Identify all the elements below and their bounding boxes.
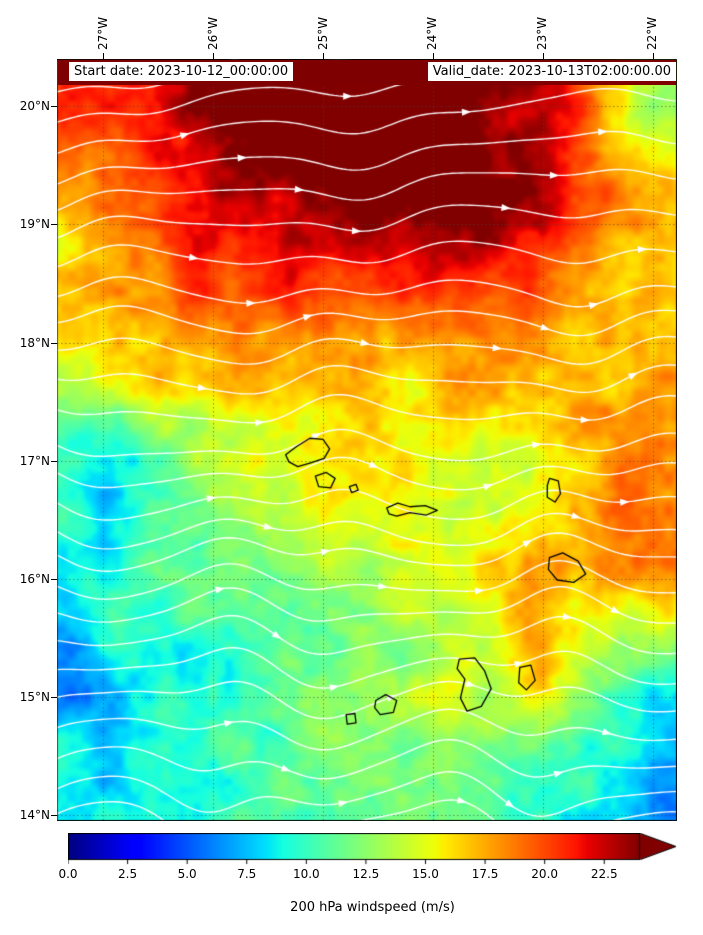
lat-tick-label: 14°N	[19, 808, 50, 823]
colorbar-tick-label: 0.0	[58, 867, 78, 881]
lat-tick-label: 19°N	[19, 217, 50, 232]
map-plot-area: Start date: 2023-10-12_00:00:00 Valid_da…	[57, 59, 677, 821]
colorbar-tick-label: 10.0	[292, 867, 320, 881]
colorbar-tick-label: 15.0	[412, 867, 439, 881]
lat-tick-label: 16°N	[19, 571, 50, 586]
colorbar-tick-label: 20.0	[531, 867, 559, 881]
lon-tick-mark	[542, 53, 544, 59]
lat-tick-mark	[51, 460, 57, 462]
lat-tick-label: 15°N	[19, 689, 50, 704]
lat-tick-mark	[51, 578, 57, 580]
lat-tick-label: 17°N	[19, 453, 50, 468]
start-date-label: Start date: 2023-10-12_00:00:00	[69, 62, 294, 81]
colorbar-tick-label: 17.5	[471, 867, 499, 881]
colorbar-tick-label: 12.5	[352, 867, 380, 881]
windspeed-field-canvas	[57, 59, 677, 821]
colorbar-tick-label: 2.5	[118, 867, 138, 881]
valid-date-label: Valid_date: 2023-10-13T02:00:00.00	[427, 62, 676, 81]
lon-tick-mark	[103, 53, 105, 59]
colorbar-label: 200 hPa windspeed (m/s)	[290, 900, 455, 915]
header-band: Start date: 2023-10-12_00:00:00 Valid_da…	[58, 60, 676, 85]
colorbar	[68, 833, 677, 865]
lon-tick-mark	[432, 53, 434, 59]
lon-tick-mark	[213, 53, 215, 59]
lat-tick-mark	[51, 224, 57, 226]
lat-tick-mark	[51, 106, 57, 108]
lat-tick-mark	[51, 815, 57, 817]
lat-tick-mark	[51, 696, 57, 698]
colorbar-tick-labels: 0.0 2.5 5.0 7.5 10.0 12.5 15.0 17.5 20.0 22.5	[58, 867, 677, 883]
lon-tick-mark	[323, 53, 325, 59]
lat-tick-label: 18°N	[19, 335, 50, 350]
lat-tick-mark	[51, 342, 57, 344]
lon-tick-mark	[652, 53, 654, 59]
colorbar-tick-label: 7.5	[237, 867, 257, 881]
lat-tick-label: 20°N	[19, 99, 50, 114]
colorbar-tick-label: 22.5	[590, 867, 618, 881]
colorbar-tick-label: 5.0	[177, 867, 197, 881]
